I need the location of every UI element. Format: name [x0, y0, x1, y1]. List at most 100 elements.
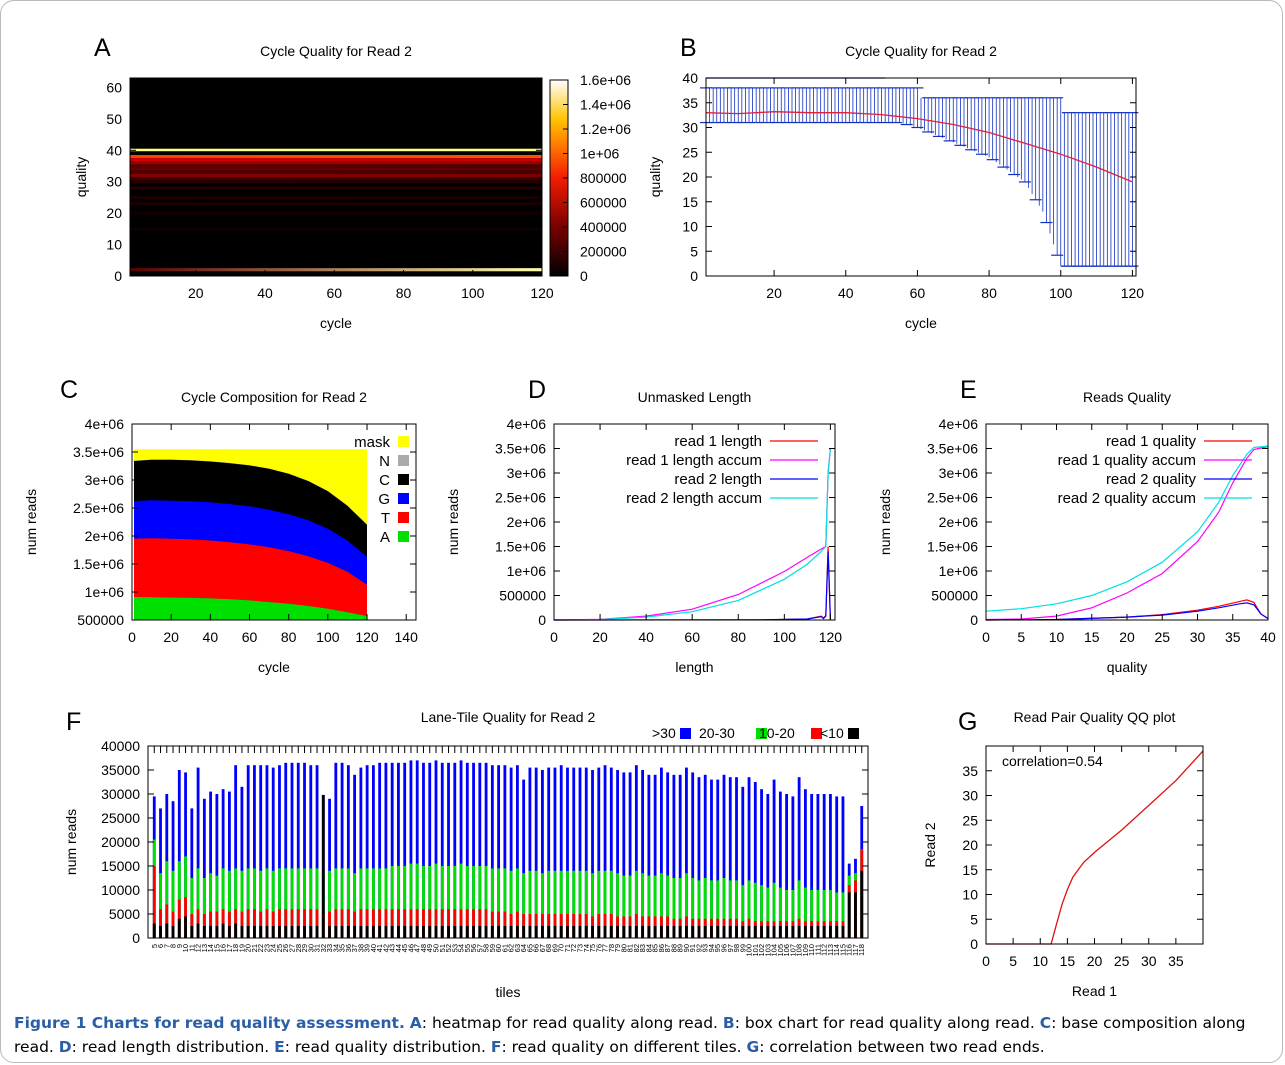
bar-gt30 — [459, 760, 463, 938]
caption-text: : read quality on different tiles. — [501, 1038, 747, 1056]
x-tick-label: 10 — [181, 944, 190, 952]
bar-10-20 — [209, 911, 213, 938]
x-tick-label: 59 — [488, 944, 497, 952]
bar-10-20 — [484, 909, 488, 938]
bar-20-30 — [566, 870, 569, 938]
bar-10-20 — [284, 909, 288, 938]
bar-gt30 — [440, 762, 444, 938]
bar-gt30 — [641, 770, 645, 938]
bar-20-30 — [371, 868, 375, 938]
bar-gt30 — [835, 796, 839, 938]
bar-lt10 — [253, 926, 256, 938]
bar-lt10 — [227, 926, 231, 938]
legend-label: 20-30 — [699, 725, 735, 741]
caption-text: : box chart for read quality along read. — [734, 1014, 1040, 1032]
bar-gt30 — [584, 767, 588, 938]
bar-20-30 — [797, 880, 801, 938]
x-tick-label: 100 — [316, 629, 340, 645]
bar-gt30 — [659, 767, 663, 938]
y-tick-label: 4e+06 — [507, 416, 547, 432]
y-tick-label: 2e+06 — [85, 528, 125, 544]
x-tick-label: 35 — [338, 944, 347, 952]
y-axis-label: num reads — [63, 809, 79, 875]
bar-gt30 — [284, 762, 288, 938]
x-tick-label: 60 — [326, 285, 342, 301]
y-axis-label: num reads — [877, 489, 893, 555]
y-tick-label: 20 — [682, 169, 698, 185]
legend-swatch — [398, 512, 409, 523]
bar-20-30 — [447, 866, 450, 938]
bar-20-30 — [634, 870, 638, 938]
bar-lt10 — [647, 926, 651, 938]
bar-10-20 — [303, 909, 306, 938]
bar-20-30 — [497, 868, 501, 938]
plot-border — [131, 423, 417, 621]
bar-20-30 — [284, 868, 288, 938]
x-tick-label: 9 — [175, 944, 184, 948]
x-tick-label: 102 — [757, 944, 766, 957]
x-tick-label: 120 — [355, 629, 379, 645]
bar-gt30 — [666, 772, 670, 938]
bar-lt10 — [616, 926, 619, 938]
x-tick-label: 17 — [225, 944, 234, 952]
x-tick-label: 20 — [188, 285, 204, 301]
y-tick-label: 5000 — [109, 906, 140, 922]
x-tick-label: 24 — [269, 944, 278, 952]
bar-gt30 — [566, 767, 569, 938]
bar-gt30 — [534, 767, 538, 938]
bar-gt30 — [328, 798, 331, 938]
bar-lt10 — [190, 926, 194, 938]
x-tick-label: 20 — [1087, 953, 1103, 969]
bar-lt10 — [409, 926, 413, 938]
bar-20-30 — [334, 868, 338, 938]
legend-label: read 2 length accum — [626, 490, 762, 507]
bar-20-30 — [503, 868, 507, 938]
y-tick-label: 15 — [682, 194, 698, 210]
x-tick-label: 47 — [413, 944, 422, 952]
x-tick-label: 0 — [128, 629, 136, 645]
panel-letter: F — [66, 708, 81, 736]
y-tick-label: 0 — [538, 612, 546, 628]
bar-20-30 — [829, 890, 832, 938]
bar-gt30 — [303, 762, 306, 938]
caption-text: : heatmap for read quality along read. — [421, 1014, 723, 1032]
x-tick-label: 58 — [482, 944, 491, 952]
x-tick-label: 40 — [638, 629, 654, 645]
x-tick-label: 16 — [219, 944, 228, 952]
x-tick-label: 46 — [406, 944, 415, 952]
bar-gt30 — [403, 762, 407, 938]
heatmap-band — [130, 268, 542, 272]
bar-20-30 — [403, 866, 407, 938]
bar-20-30 — [165, 861, 169, 938]
colorbar-tick-label: 600000 — [580, 195, 627, 211]
bar-lt10 — [591, 926, 594, 938]
bar-20-30 — [359, 868, 363, 938]
y-axis-label: num reads — [23, 489, 39, 555]
x-tick-label: 19 — [237, 944, 246, 952]
bar-gt30 — [710, 779, 713, 938]
bar-20-30 — [221, 868, 225, 938]
x-tick-label: 70 — [557, 944, 566, 952]
y-tick-label: 0 — [690, 268, 698, 284]
x-tick-label: 52 — [444, 944, 453, 952]
bar-lt10 — [860, 870, 864, 938]
x-tick-label: 87 — [663, 944, 672, 952]
bar-20-30 — [384, 868, 388, 938]
caption-key: C — [1039, 1014, 1052, 1032]
bar-lt10 — [503, 926, 507, 938]
y-tick-label: 3e+06 — [939, 465, 979, 481]
bar-10-20 — [278, 909, 281, 938]
bar-20-30 — [159, 873, 162, 938]
caption-key: F — [490, 1038, 502, 1056]
x-tick-label: 100 — [1049, 285, 1073, 301]
y-tick-label: 50 — [106, 111, 122, 127]
x-tick-label: 18 — [231, 944, 240, 952]
bar-lt10 — [641, 926, 645, 938]
bar-20-30 — [553, 870, 557, 938]
bar-10-20 — [378, 909, 382, 938]
x-tick-label: 45 — [400, 944, 409, 952]
bar-10-20 — [384, 909, 388, 938]
bar-lt10 — [703, 926, 707, 938]
bar-gt30 — [472, 762, 475, 938]
bar-10-20 — [490, 911, 494, 938]
